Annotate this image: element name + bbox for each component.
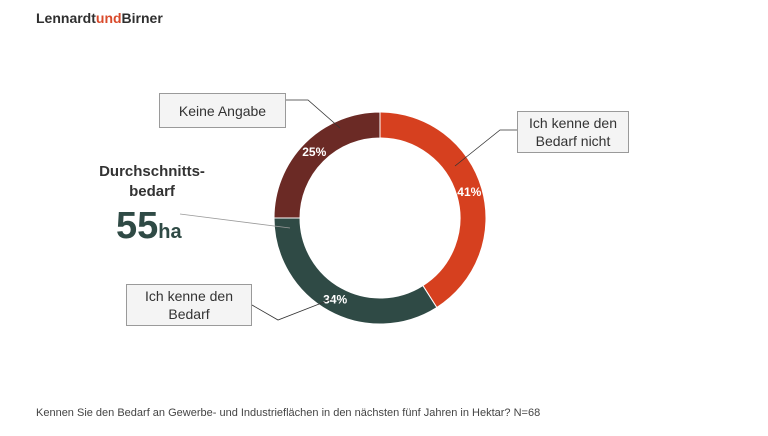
slice-keine-angabe-pct-label: 25% [302,145,326,159]
slice-keine-angabe [273,111,381,219]
average-unit: ha [158,221,182,243]
slice-bedarf-nicht-pct-label: 41% [457,185,481,199]
brand-left: Lennardt [36,10,96,26]
brand-mid: und [95,10,122,26]
callout-bedarf: Ich kenne den Bedarf [126,284,252,326]
slice-bedarf [273,217,438,325]
average-label: Durchschnitts- bedarf [99,163,205,200]
callout-keine-angabe: Keine Angabe [159,93,286,128]
leader-line-bedarf [251,298,333,321]
slice-bedarf-pct-label: 34% [323,292,347,306]
brand-right: Birner [121,10,163,26]
slice-bedarf-nicht [379,111,487,309]
brand-logo: LennardtundBirner [36,10,163,26]
average-number: 55 [116,205,159,247]
leader-line-average [179,213,291,229]
callout-bedarf-nicht: Ich kenne den Bedarf nicht [517,111,629,153]
average-value: 55ha [116,205,182,248]
leader-line-keine [286,99,341,129]
leader-line-nicht [454,129,517,167]
footer-question: Kennen Sie den Bedarf an Gewerbe- und In… [36,407,541,419]
